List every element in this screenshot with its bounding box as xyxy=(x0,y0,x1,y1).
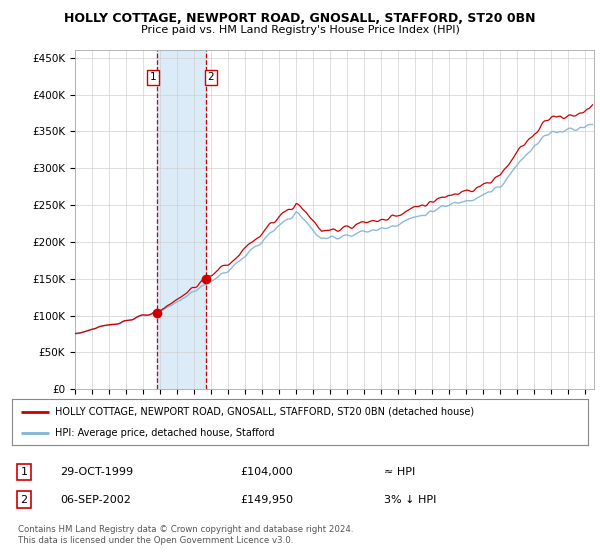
Text: 2: 2 xyxy=(20,494,28,505)
Text: HOLLY COTTAGE, NEWPORT ROAD, GNOSALL, STAFFORD, ST20 0BN: HOLLY COTTAGE, NEWPORT ROAD, GNOSALL, ST… xyxy=(64,12,536,25)
Bar xyxy=(157,50,206,389)
Text: 06-SEP-2002: 06-SEP-2002 xyxy=(60,494,131,505)
Text: £149,950: £149,950 xyxy=(240,494,293,505)
Text: 29-OCT-1999: 29-OCT-1999 xyxy=(60,467,133,477)
Text: Price paid vs. HM Land Registry's House Price Index (HPI): Price paid vs. HM Land Registry's House … xyxy=(140,25,460,35)
Text: HPI: Average price, detached house, Stafford: HPI: Average price, detached house, Staf… xyxy=(55,428,275,438)
Text: 1: 1 xyxy=(20,467,28,477)
Text: 2: 2 xyxy=(208,72,214,82)
Text: £104,000: £104,000 xyxy=(240,467,293,477)
Text: Contains HM Land Registry data © Crown copyright and database right 2024.
This d: Contains HM Land Registry data © Crown c… xyxy=(18,525,353,545)
Text: 3% ↓ HPI: 3% ↓ HPI xyxy=(384,494,436,505)
Text: HOLLY COTTAGE, NEWPORT ROAD, GNOSALL, STAFFORD, ST20 0BN (detached house): HOLLY COTTAGE, NEWPORT ROAD, GNOSALL, ST… xyxy=(55,407,475,417)
Text: ≈ HPI: ≈ HPI xyxy=(384,467,415,477)
Text: 1: 1 xyxy=(150,72,157,82)
